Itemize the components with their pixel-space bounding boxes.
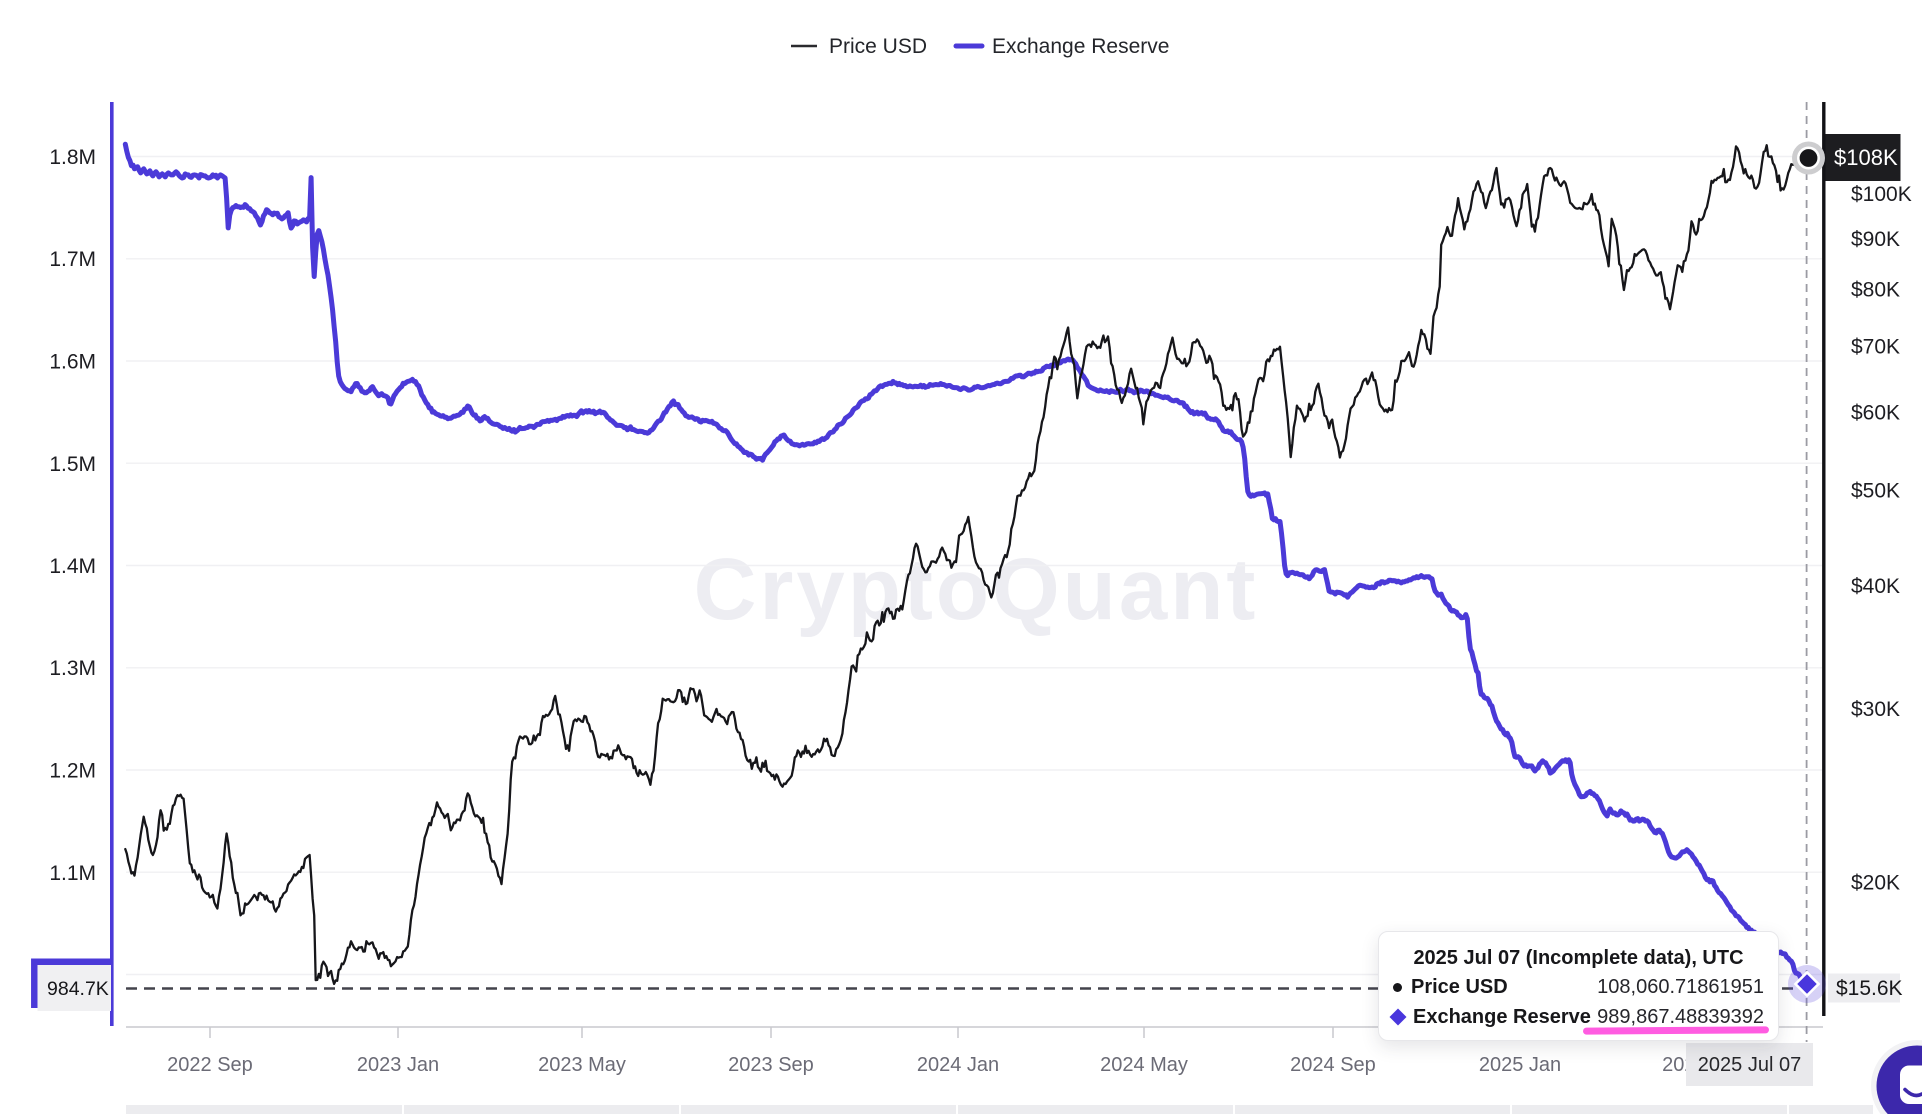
svg-text:$90K: $90K xyxy=(1851,228,1900,251)
svg-text:$15.6K: $15.6K xyxy=(1836,977,1903,1000)
svg-text:2023 Jan: 2023 Jan xyxy=(357,1054,439,1076)
svg-text:$80K: $80K xyxy=(1851,279,1900,302)
svg-text:984.7K: 984.7K xyxy=(47,978,109,1000)
svg-text:1.7M: 1.7M xyxy=(49,248,96,271)
svg-text:2023 May: 2023 May xyxy=(538,1054,626,1076)
svg-text:$108K: $108K xyxy=(1834,145,1898,170)
svg-text:1.3M: 1.3M xyxy=(49,657,96,680)
svg-text:1.2M: 1.2M xyxy=(49,760,96,783)
svg-text:CryptoQuant: CryptoQuant xyxy=(694,541,1259,638)
svg-text:$60K: $60K xyxy=(1851,402,1900,425)
svg-text:Price USD: Price USD xyxy=(829,35,927,58)
svg-text:2025 Jan: 2025 Jan xyxy=(1479,1054,1561,1076)
svg-text:1.1M: 1.1M xyxy=(49,862,96,885)
svg-text:$30K: $30K xyxy=(1851,698,1900,721)
svg-text:$40K: $40K xyxy=(1851,575,1900,598)
svg-text:2024 Jan: 2024 Jan xyxy=(917,1054,999,1076)
svg-text:$20K: $20K xyxy=(1851,872,1900,895)
svg-text:2025 Jul 07: 2025 Jul 07 xyxy=(1698,1054,1801,1076)
svg-text:Exchange Reserve: Exchange Reserve xyxy=(992,35,1169,58)
svg-text:2024 Sep: 2024 Sep xyxy=(1290,1054,1376,1076)
svg-text:$100K: $100K xyxy=(1851,183,1912,206)
svg-text:$50K: $50K xyxy=(1851,480,1900,503)
svg-text:1.4M: 1.4M xyxy=(49,555,96,578)
svg-text:2024 May: 2024 May xyxy=(1100,1054,1188,1076)
svg-text:2023 Sep: 2023 Sep xyxy=(728,1054,814,1076)
svg-text:1.8M: 1.8M xyxy=(49,146,96,169)
svg-text:2022 Sep: 2022 Sep xyxy=(167,1054,253,1076)
svg-text:1.6M: 1.6M xyxy=(49,351,96,374)
svg-text:$70K: $70K xyxy=(1851,336,1900,359)
svg-text:1.5M: 1.5M xyxy=(49,453,96,476)
